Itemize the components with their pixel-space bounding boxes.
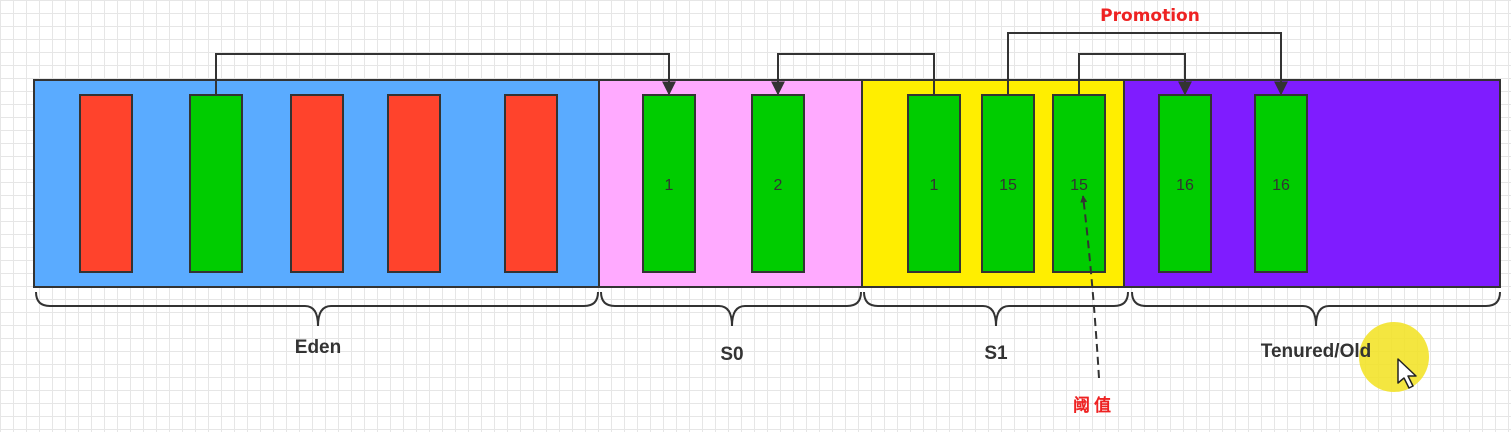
eden-objects [79,94,558,273]
threshold-label: 阈值 [1073,395,1115,416]
s0-brace [600,291,862,327]
tenured-object-1 [1158,94,1212,273]
eden-dead-object-2 [290,94,344,273]
s1-object-3 [1052,94,1106,273]
eden-to-s0-arrow [215,53,676,96]
s1-objects: 1 15 15 [907,94,1106,273]
s0-region [598,79,863,288]
eden-live-object [189,94,243,273]
tenured-object-2-age: 16 [1272,177,1290,194]
s1-object-3-age: 15 [1070,177,1088,194]
promotion-arrow-a [1007,32,1288,96]
s1-label: S1 [984,343,1008,364]
s0-label: S0 [720,344,743,365]
tenured-objects: 16 16 [1158,94,1308,273]
eden-label: Eden [295,337,341,358]
s1-to-s0-arrow [771,53,935,96]
mouse-pointer-icon [1397,358,1417,389]
eden-dead-object-3 [387,94,441,273]
s0-object-2 [751,94,805,273]
tenured-object-2 [1254,94,1308,273]
tenured-brace [1131,291,1501,327]
threshold-arrow [1080,195,1100,379]
s1-object-1-age: 1 [930,177,939,194]
s0-object-1-age: 1 [665,177,674,194]
tenured-object-1-age: 16 [1176,177,1194,194]
s1-brace [863,291,1129,327]
promotion-label: Promotion [1100,6,1200,26]
s1-object-2-age: 15 [999,177,1017,194]
eden-dead-object-1 [79,94,133,273]
s1-object-1 [907,94,961,273]
s0-object-1 [642,94,696,273]
promotion-arrow-b [1078,53,1192,96]
eden-dead-object-4 [504,94,558,273]
s0-object-2-age: 2 [774,177,783,194]
eden-brace [35,291,599,327]
s0-objects: 1 2 [642,94,805,273]
tenured-label: Tenured/Old [1261,341,1371,362]
